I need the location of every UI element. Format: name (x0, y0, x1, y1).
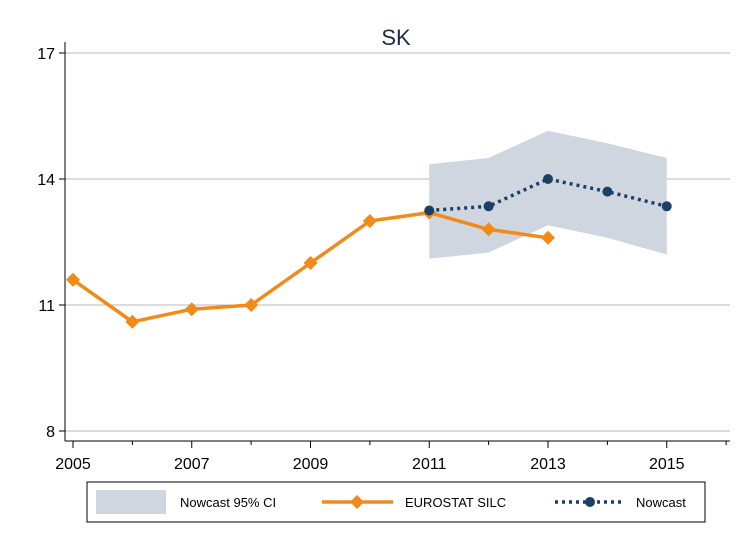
y-tick-label: 8 (46, 424, 55, 441)
legend-eurostat-marker (350, 495, 364, 509)
x-tick-label: 2015 (649, 456, 685, 473)
eurostat-point (362, 214, 377, 228)
eurostat-point (303, 256, 318, 270)
x-tick-label: 2013 (530, 456, 566, 473)
nowcast-point (543, 174, 553, 184)
y-tick-label: 14 (37, 172, 55, 189)
eurostat-point (125, 314, 140, 329)
nowcast-line (429, 177, 668, 213)
x-tick-label: 2011 (412, 456, 447, 473)
legend: Nowcast 95% CI EUROSTAT SILC Nowcast (86, 481, 706, 523)
x-tick-label: 2009 (293, 456, 329, 473)
legend-ci-swatch (96, 490, 166, 514)
y-tick-label: 11 (38, 298, 55, 315)
axes: 8 11 14 17 2005 2007 2009 2011 2013 2015 (37, 42, 730, 473)
legend-box (86, 481, 706, 523)
nowcast-point (483, 201, 494, 212)
legend-label-eurostat: EUROSTAT SILC (405, 495, 506, 510)
x-tick-label: 2007 (174, 456, 210, 473)
series-layer (66, 174, 672, 329)
x-tick-label: 2005 (55, 456, 91, 473)
grid-lines (65, 52, 730, 432)
chart-title: SK (381, 25, 411, 50)
nowcast-point (424, 205, 435, 216)
legend-label-nowcast: Nowcast (636, 495, 686, 510)
eurostat-point (481, 222, 496, 237)
eurostat-point (244, 298, 259, 312)
nowcast-point (602, 186, 613, 197)
eurostat-point (66, 272, 80, 287)
eurostat-point (184, 302, 199, 317)
nowcast-point (661, 201, 672, 212)
y-tick-label: 17 (37, 46, 55, 63)
eurostat-point (541, 230, 555, 245)
legend-label-ci: Nowcast 95% CI (180, 495, 276, 510)
legend-nowcast-marker (585, 497, 595, 507)
